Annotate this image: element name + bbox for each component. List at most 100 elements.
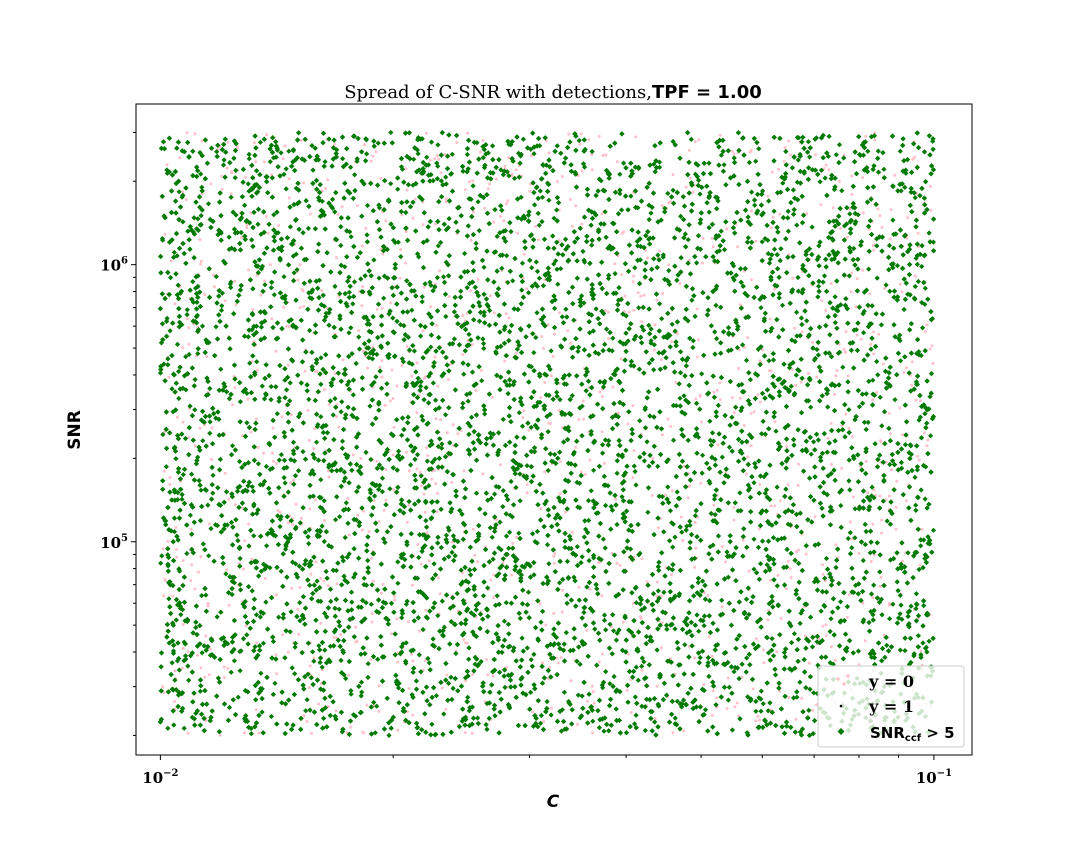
point-y0 [539, 396, 543, 399]
point-y0 [712, 503, 716, 507]
point-y0 [168, 482, 172, 486]
point-y0 [223, 299, 227, 303]
point-y0 [749, 278, 753, 282]
point-y0 [696, 338, 700, 342]
point-y0 [846, 374, 850, 378]
point-y0 [369, 159, 373, 163]
point-y0 [333, 142, 336, 146]
point-y0 [375, 307, 379, 311]
point-y0 [181, 646, 185, 650]
point-y0 [674, 381, 678, 384]
point-y0 [210, 458, 213, 461]
point-y0 [291, 523, 295, 527]
point-y0 [406, 620, 410, 623]
point-y0 [878, 584, 882, 588]
point-y0 [737, 714, 741, 718]
point-y0 [455, 141, 459, 144]
point-y0 [270, 317, 274, 321]
point-y0 [581, 399, 585, 403]
point-y0 [196, 653, 200, 657]
point-y0 [462, 638, 466, 642]
point-y0 [747, 569, 751, 573]
point-y0 [546, 677, 550, 681]
point-y0 [525, 491, 529, 495]
point-y0 [502, 219, 506, 223]
point-y0 [289, 481, 293, 485]
point-y0 [323, 519, 327, 522]
point-y0 [489, 578, 493, 582]
point-y0 [720, 545, 724, 548]
point-y0 [435, 154, 439, 158]
point-y0 [274, 462, 278, 466]
point-y0 [629, 711, 633, 714]
point-y0 [299, 516, 303, 520]
point-y0 [503, 164, 507, 168]
point-y0 [621, 620, 625, 624]
point-y0 [585, 629, 589, 632]
point-y0 [758, 400, 762, 404]
point-y0 [566, 329, 570, 333]
point-y0 [435, 323, 439, 327]
point-y0 [369, 556, 373, 560]
point-y0 [784, 587, 788, 591]
point-y0 [913, 155, 917, 159]
point-y0 [522, 252, 526, 256]
point-y0 [894, 528, 898, 531]
point-y0 [671, 731, 675, 735]
point-y0 [848, 207, 852, 211]
point-y0 [480, 368, 484, 372]
point-y0 [916, 231, 920, 235]
point-y0 [558, 492, 562, 496]
point-y0 [588, 587, 592, 591]
point-y0 [850, 174, 854, 178]
point-y0 [360, 285, 364, 288]
point-y0 [656, 580, 659, 584]
point-y0 [598, 390, 602, 394]
point-y0 [732, 506, 736, 510]
point-y0 [794, 550, 798, 554]
point-y0 [738, 396, 742, 400]
point-y0 [679, 515, 683, 519]
point-y0 [187, 435, 191, 439]
point-y0 [161, 547, 165, 551]
point-y0 [711, 245, 715, 249]
point-y0 [688, 258, 691, 262]
point-y0 [770, 170, 774, 174]
point-y0 [424, 608, 428, 612]
point-y0 [837, 179, 841, 183]
point-y0 [380, 591, 383, 595]
point-y0 [433, 355, 437, 359]
point-y0 [423, 375, 427, 379]
point-y0 [693, 656, 697, 660]
point-y0 [247, 268, 250, 272]
point-y0 [902, 371, 906, 374]
point-y0 [824, 634, 828, 638]
point-y0 [923, 330, 927, 334]
point-y0 [407, 503, 411, 507]
point-y0 [796, 483, 800, 487]
point-y0 [399, 248, 403, 252]
point-y0 [165, 163, 169, 167]
data-points [157, 129, 937, 738]
point-y0 [163, 232, 167, 236]
point-y0 [313, 498, 317, 502]
point-y0 [640, 668, 644, 672]
point-y0 [922, 431, 926, 435]
point-y0 [162, 691, 166, 695]
point-y0 [725, 227, 729, 231]
point-y0 [910, 383, 914, 387]
point-y0 [847, 426, 851, 430]
point-y0 [715, 696, 719, 700]
point-y0 [255, 641, 259, 645]
point-y0 [381, 252, 385, 256]
point-y0 [429, 305, 433, 309]
point-y0 [590, 684, 594, 688]
point-y0 [289, 413, 293, 417]
point-y0 [175, 415, 179, 419]
point-y0 [162, 594, 166, 598]
point-y0 [900, 290, 904, 294]
point-y0 [631, 404, 635, 408]
point-y0 [786, 483, 790, 487]
point-y0 [592, 701, 596, 705]
point-y0 [206, 601, 210, 605]
